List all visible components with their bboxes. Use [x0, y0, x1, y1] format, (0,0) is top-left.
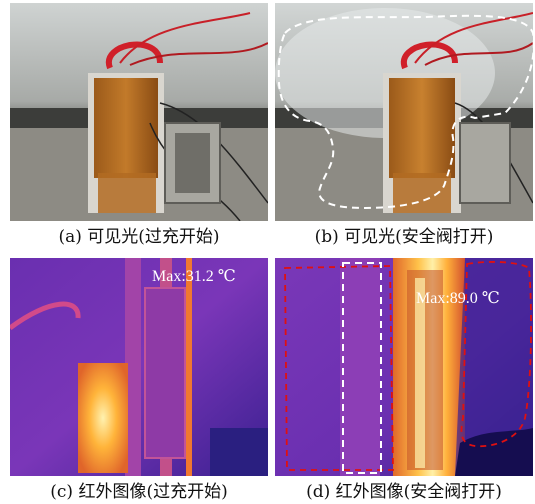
infrared-image-c	[10, 258, 268, 476]
max-temperature-label-c: Max:31.2 ℃	[152, 268, 236, 285]
panel-a-photo	[10, 3, 268, 221]
white-dashed-rectangle	[342, 262, 382, 474]
infrared-image-d	[275, 258, 533, 476]
smoke-outline-dashed	[277, 14, 533, 210]
panel-c-infrared	[10, 258, 268, 476]
max-temperature-label-d: Max:89.0 ℃	[416, 290, 500, 307]
caption-b: (b) 可见光(安全阀打开)	[314, 227, 494, 247]
red-dashed-outline	[284, 265, 394, 471]
caption-d: (d) 红外图像(安全阀打开)	[306, 482, 502, 502]
visible-light-photo-a	[10, 3, 268, 221]
caption-c: (c) 红外图像(过充开始)	[50, 482, 228, 502]
panel-d-infrared	[275, 258, 533, 476]
panel-b-photo	[275, 3, 533, 221]
visible-light-photo-b	[275, 3, 533, 221]
caption-a: (a) 可见光(过充开始)	[58, 227, 220, 247]
